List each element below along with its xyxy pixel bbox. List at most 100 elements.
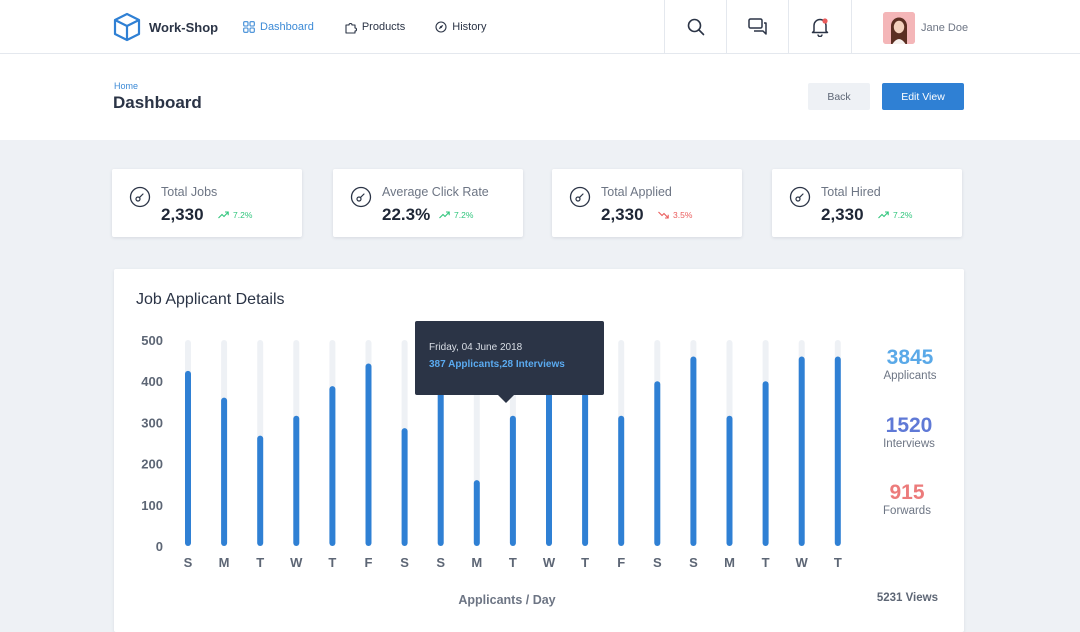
- breadcrumb-home[interactable]: Home: [114, 81, 139, 91]
- stat-trend-value: 7.2%: [233, 210, 253, 220]
- main-nav: Dashboard Products History: [243, 0, 516, 54]
- nav-item-history[interactable]: History: [435, 21, 486, 33]
- stat-label: Total Hired: [821, 185, 881, 199]
- summary-forwards: 915 Forwards: [862, 481, 952, 517]
- messages-button[interactable]: [726, 0, 788, 54]
- bar[interactable]: [798, 356, 805, 546]
- y-tick-label: 0: [156, 539, 163, 554]
- summary-applicants: 3845 Applicants: [865, 346, 955, 382]
- summary-interviews: 1520 Interviews: [864, 414, 954, 450]
- summary-label: Applicants: [883, 370, 937, 382]
- stat-label: Total Jobs: [161, 185, 218, 199]
- gauge-icon: [789, 186, 811, 208]
- cube-logo-icon: [113, 12, 141, 42]
- back-button[interactable]: Back: [808, 83, 870, 110]
- summary-value: 915: [889, 481, 925, 504]
- stat-trend-value: 7.2%: [454, 210, 474, 220]
- bar[interactable]: [221, 397, 228, 546]
- x-tick-label: W: [543, 555, 556, 570]
- user-avatar-icon: [883, 12, 915, 44]
- summary-value: 1520: [885, 414, 933, 437]
- bar[interactable]: [726, 415, 733, 546]
- chart-tooltip: Friday, 04 June 2018 387 Applicants,28 I…: [415, 321, 604, 403]
- bar[interactable]: [582, 391, 589, 547]
- y-tick-label: 500: [141, 333, 163, 348]
- page-title: Dashboard: [113, 93, 202, 112]
- nav-item-products[interactable]: Products: [344, 21, 405, 34]
- edit-view-button[interactable]: Edit View: [882, 83, 964, 110]
- page-header: Home Dashboard Back Edit View: [0, 54, 1080, 140]
- y-tick-label: 300: [141, 415, 163, 430]
- bar[interactable]: [618, 415, 625, 546]
- stat-trend-value: 7.2%: [893, 210, 913, 220]
- x-tick-label: S: [184, 555, 193, 570]
- x-tick-label: S: [653, 555, 662, 570]
- stat-card-total-jobs: Total Jobs 2,330 7.2%: [112, 169, 302, 237]
- top-icon-group: [664, 0, 852, 54]
- bar[interactable]: [690, 356, 697, 546]
- bar[interactable]: [473, 480, 480, 546]
- summary-value: 3845: [886, 346, 934, 369]
- nav-item-dashboard[interactable]: Dashboard: [243, 21, 314, 33]
- bar[interactable]: [293, 415, 300, 546]
- x-tick-label: S: [400, 555, 409, 570]
- x-tick-label: M: [471, 555, 482, 570]
- bar[interactable]: [401, 428, 408, 546]
- bar[interactable]: [185, 370, 191, 546]
- trend-up-icon: [878, 211, 889, 219]
- gauge-icon: [350, 186, 372, 208]
- stat-value: 2,330: [821, 205, 864, 224]
- y-tick-label: 100: [141, 498, 163, 513]
- stat-label: Average Click Rate: [382, 185, 489, 199]
- bar[interactable]: [365, 363, 372, 546]
- tooltip-text: 387 Applicants,28 Interviews: [429, 359, 565, 370]
- puzzle-icon: [345, 22, 357, 34]
- x-tick-label: T: [509, 555, 517, 570]
- nav-label: History: [452, 21, 487, 33]
- x-tick-label: T: [762, 555, 770, 570]
- bar[interactable]: [509, 415, 516, 546]
- grid-icon: [243, 21, 255, 33]
- bar[interactable]: [437, 389, 444, 546]
- bar[interactable]: [257, 435, 264, 546]
- gauge-icon: [569, 186, 591, 208]
- x-tick-label: S: [436, 555, 445, 570]
- x-tick-label: F: [365, 555, 373, 570]
- stat-trend: 7.2%: [878, 210, 912, 220]
- stat-trend: 7.2%: [218, 210, 252, 220]
- avatar: [883, 12, 915, 44]
- tooltip-date: Friday, 04 June 2018: [429, 342, 523, 353]
- x-tick-label: W: [796, 555, 809, 570]
- x-tick-label: M: [219, 555, 230, 570]
- brand[interactable]: Work-Shop: [113, 12, 218, 42]
- bar[interactable]: [546, 385, 552, 546]
- trend-up-icon: [218, 211, 229, 219]
- job-applicant-panel: Job Applicant Details 0 100 200 300 400 500 S M…: [114, 269, 964, 632]
- bar[interactable]: [762, 381, 769, 546]
- trend-down-icon: [658, 211, 669, 219]
- stat-card-average-click-rate: Average Click Rate 22.3% 7.2%: [333, 169, 523, 237]
- bar[interactable]: [654, 381, 661, 546]
- chat-icon: [747, 18, 767, 35]
- top-navbar: Work-Shop Dashboard Products History: [0, 0, 1080, 54]
- nav-label: Products: [361, 21, 406, 33]
- brand-name: Work-Shop: [149, 19, 219, 35]
- x-tick-label: F: [617, 555, 625, 570]
- stat-value: 2,330: [161, 205, 204, 224]
- x-tick-label: S: [689, 555, 698, 570]
- stat-card-total-applied: Total Applied 2,330 3.5%: [552, 169, 742, 237]
- bar[interactable]: [329, 386, 336, 546]
- gauge-icon: [129, 186, 151, 208]
- summary-label: Interviews: [883, 438, 935, 450]
- notifications-button[interactable]: [788, 0, 852, 54]
- search-button[interactable]: [664, 0, 726, 54]
- stat-trend-value: 3.5%: [673, 210, 693, 220]
- bar[interactable]: [834, 356, 841, 546]
- stat-trend: 3.5%: [658, 210, 692, 220]
- x-axis-title: Applicants / Day: [458, 593, 556, 607]
- stat-trend: 7.2%: [439, 210, 473, 220]
- user-menu[interactable]: Jane Doe: [883, 12, 968, 44]
- views-count: 5231 Views: [876, 592, 938, 604]
- x-tick-label: M: [724, 555, 735, 570]
- stat-value: 22.3%: [382, 205, 431, 224]
